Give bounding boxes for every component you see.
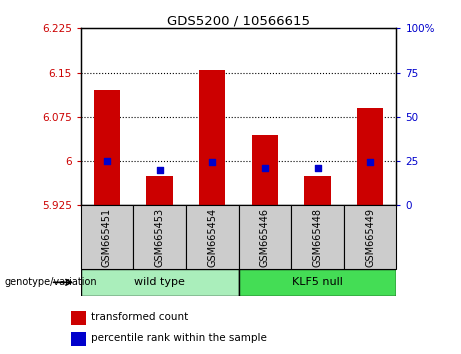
Bar xyxy=(291,205,344,269)
Bar xyxy=(239,205,291,269)
Text: wild type: wild type xyxy=(134,277,185,287)
Point xyxy=(261,165,269,171)
Text: percentile rank within the sample: percentile rank within the sample xyxy=(91,333,267,343)
Title: GDS5200 / 10566615: GDS5200 / 10566615 xyxy=(167,14,310,27)
Bar xyxy=(304,176,331,205)
Point xyxy=(366,159,374,165)
Text: KLF5 null: KLF5 null xyxy=(292,277,343,287)
Bar xyxy=(252,135,278,205)
Bar xyxy=(94,90,120,205)
Text: GSM665449: GSM665449 xyxy=(365,208,375,267)
Bar xyxy=(344,205,396,269)
Text: genotype/variation: genotype/variation xyxy=(5,277,97,287)
Text: GSM665453: GSM665453 xyxy=(154,207,165,267)
Bar xyxy=(199,70,225,205)
Text: GSM665446: GSM665446 xyxy=(260,208,270,267)
Bar xyxy=(186,205,239,269)
Point xyxy=(208,159,216,165)
Bar xyxy=(81,269,239,296)
Text: GSM665451: GSM665451 xyxy=(102,207,112,267)
Point xyxy=(156,167,163,173)
Bar xyxy=(81,205,133,269)
Bar xyxy=(357,108,383,205)
Bar xyxy=(133,205,186,269)
Bar xyxy=(71,312,86,325)
Text: GSM665454: GSM665454 xyxy=(207,207,217,267)
Text: GSM665448: GSM665448 xyxy=(313,208,323,267)
Bar xyxy=(239,269,396,296)
Point xyxy=(314,165,321,171)
Bar xyxy=(71,332,86,346)
Point xyxy=(103,158,111,164)
Text: transformed count: transformed count xyxy=(91,312,188,322)
Bar xyxy=(147,176,173,205)
